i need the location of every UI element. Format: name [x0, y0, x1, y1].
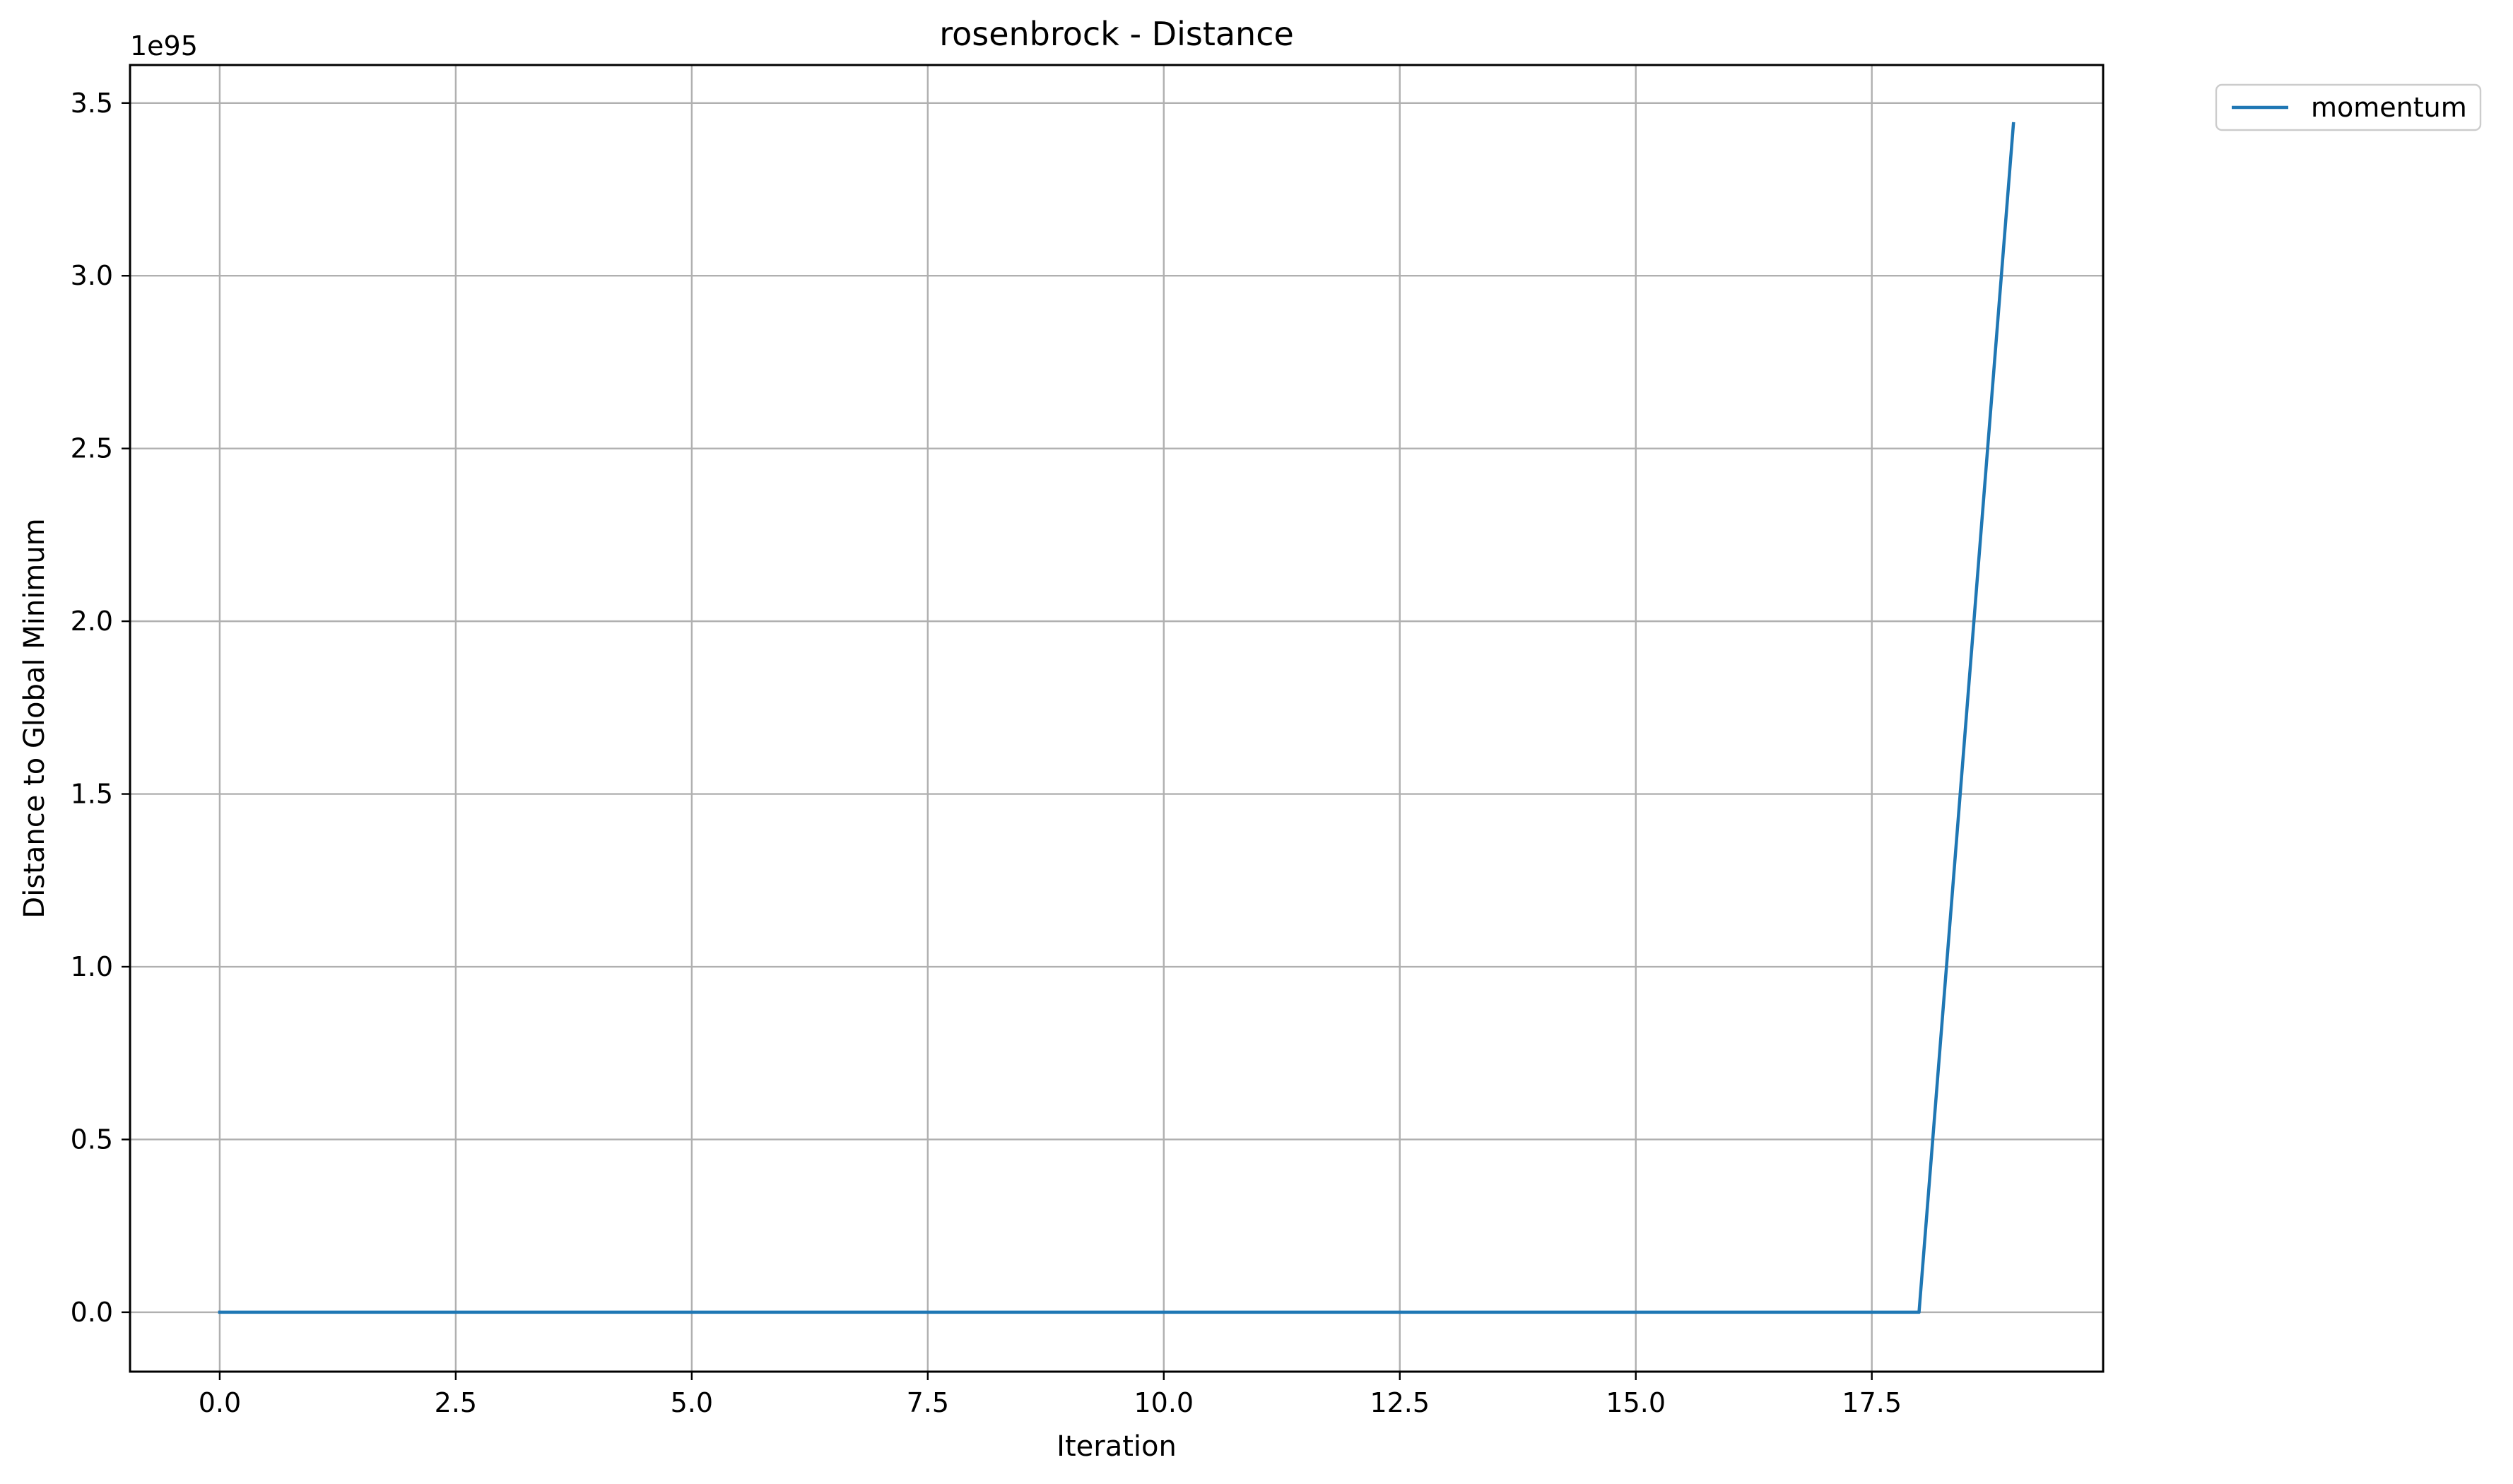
legend: momentum: [2215, 83, 2482, 131]
y-tick-label: 2.0: [71, 606, 113, 637]
chart-title: rosenbrock - Distance: [939, 15, 1294, 53]
series-lines: [218, 122, 2015, 1314]
grid-lines: [130, 65, 2103, 1372]
x-axis-ticks: 0.0 2.5 5.0 7.5 10.0 12.5 15.0 17.5: [199, 1372, 1902, 1418]
y-tick-label: 3.5: [71, 88, 113, 119]
legend-box: [2215, 83, 2482, 131]
y-tick-label: 1.0: [71, 951, 113, 982]
y-tick-label: 0.5: [71, 1124, 113, 1155]
x-tick-label: 7.5: [907, 1387, 949, 1418]
x-axis-label: Iteration: [1057, 1430, 1177, 1463]
x-tick-label: 5.0: [671, 1387, 713, 1418]
y-tick-label: 3.0: [71, 260, 113, 291]
legend-label-momentum: momentum: [2311, 92, 2467, 123]
y-tick-label: 1.5: [71, 779, 113, 810]
x-tick-label: 15.0: [1606, 1387, 1666, 1418]
y-axis-offset-label: 1e95: [130, 30, 198, 61]
x-tick-label: 12.5: [1370, 1387, 1430, 1418]
plot-area-frame: [129, 64, 2105, 1373]
y-tick-label: 0.0: [71, 1297, 113, 1328]
y-axis-label: Distance to Global Minimum: [18, 518, 51, 918]
y-tick-label: 2.5: [71, 433, 113, 464]
x-tick-label: 2.5: [435, 1387, 477, 1418]
y-axis-ticks: 0.0 0.5 1.0 1.5 2.0 2.5 3.0 3.5: [71, 88, 130, 1328]
series-line-momentum: [218, 122, 2015, 1314]
x-tick-label: 0.0: [199, 1387, 241, 1418]
x-tick-label: 17.5: [1842, 1387, 1902, 1418]
x-tick-label: 10.0: [1134, 1387, 1194, 1418]
